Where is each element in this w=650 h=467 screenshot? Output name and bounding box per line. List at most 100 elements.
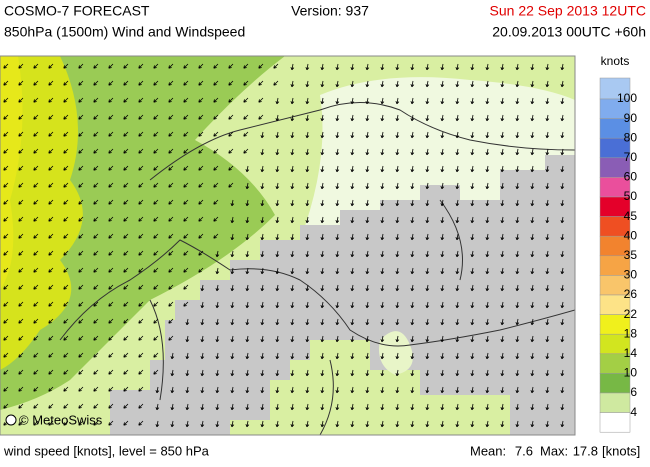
- wind-arrow: [335, 131, 340, 139]
- wind-arrow: [230, 335, 235, 343]
- wind-arrow: [440, 131, 445, 139]
- wind-arrow: [138, 114, 144, 120]
- wind-arrow: [320, 97, 325, 105]
- wind-arrow: [380, 369, 385, 377]
- wind-arrow: [335, 97, 340, 105]
- wind-arrow: [33, 403, 39, 409]
- wind-arrow: [168, 63, 174, 69]
- wind-arrow: [138, 301, 144, 307]
- wind-arrow: [365, 97, 370, 105]
- wind-arrow: [3, 199, 9, 205]
- wind-arrow: [425, 250, 430, 258]
- wind-arrow: [153, 369, 159, 375]
- wind-arrow: [350, 80, 355, 88]
- wind-arrow: [200, 335, 205, 343]
- wind-arrow: [63, 403, 69, 409]
- wind-arrow: [410, 131, 415, 139]
- wind-arrow: [245, 318, 250, 326]
- wind-arrow: [305, 335, 310, 343]
- wind-arrow: [213, 233, 219, 239]
- wind-arrow: [395, 148, 400, 156]
- wind-arrow: [260, 233, 265, 241]
- wind-arrow: [108, 131, 114, 137]
- wind-arrow: [410, 284, 415, 292]
- wind-arrow: [515, 403, 520, 411]
- wind-arrow: [260, 420, 265, 428]
- wind-arrow: [275, 352, 280, 360]
- wind-arrow: [365, 352, 370, 360]
- wind-arrow: [350, 97, 355, 105]
- wind-arrow: [500, 148, 505, 156]
- wind-arrow: [545, 114, 550, 122]
- wind-arrow: [123, 403, 129, 409]
- wind-arrow: [455, 165, 460, 173]
- wind-arrow: [425, 301, 430, 309]
- wind-arrow: [455, 420, 460, 428]
- wind-arrow: [198, 233, 204, 239]
- wind-arrow: [440, 233, 445, 241]
- wind-arrow: [213, 80, 219, 86]
- wind-arrow: [545, 233, 550, 241]
- wind-arrow: [138, 216, 144, 222]
- wind-arrow: [33, 233, 39, 239]
- wind-arrow: [320, 199, 325, 207]
- wind-arrow: [215, 335, 220, 343]
- wind-arrow: [275, 199, 280, 207]
- wind-arrow: [410, 301, 415, 309]
- wind-arrow: [485, 284, 490, 292]
- wind-arrow: [425, 63, 430, 71]
- wind-arrow: [515, 335, 520, 343]
- wind-arrow: [380, 420, 385, 428]
- wind-arrow: [440, 97, 445, 105]
- wind-arrow: [425, 386, 430, 394]
- wind-arrow: [198, 165, 204, 171]
- wind-arrow: [455, 403, 460, 411]
- wind-arrow: [335, 63, 340, 71]
- wind-arrow: [500, 318, 505, 326]
- wind-arrow: [305, 233, 310, 241]
- wind-arrow: [198, 114, 204, 120]
- wind-arrow: [515, 233, 520, 241]
- wind-arrow: [335, 80, 340, 88]
- wind-arrow: [123, 369, 129, 375]
- wind-arrow: [290, 318, 295, 326]
- wind-arrow: [545, 216, 550, 224]
- wind-arrow: [425, 318, 430, 326]
- wind-arrow: [3, 233, 9, 239]
- wind-arrow: [3, 114, 9, 120]
- wind-arrow: [320, 335, 325, 343]
- wind-arrow: [168, 165, 174, 171]
- wind-arrow: [305, 420, 310, 428]
- wind-arrow: [350, 369, 355, 377]
- wind-arrow: [123, 97, 129, 103]
- wind-arrow: [93, 114, 99, 120]
- wind-arrow: [18, 131, 24, 137]
- wind-arrow: [425, 233, 430, 241]
- wind-arrow: [260, 403, 265, 411]
- wind-arrow: [485, 114, 490, 122]
- wind-arrow: [78, 318, 84, 324]
- wind-arrow: [198, 267, 204, 273]
- wind-arrow: [275, 131, 280, 139]
- wind-arrow: [185, 318, 190, 326]
- wind-arrow: [485, 63, 490, 71]
- wind-arrow: [33, 386, 39, 392]
- wind-arrow: [380, 318, 385, 326]
- wind-arrow: [425, 80, 430, 88]
- wind-arrow: [138, 165, 144, 171]
- wind-arrow: [243, 97, 249, 103]
- wind-arrow: [305, 97, 310, 105]
- wind-arrow: [63, 318, 69, 324]
- wind-arrow: [440, 301, 445, 309]
- wind-arrow: [215, 318, 220, 326]
- wind-arrow: [93, 233, 99, 239]
- wind-arrow: [335, 403, 340, 411]
- wind-arrow: [230, 233, 235, 241]
- legend-label: 100: [617, 91, 637, 105]
- wind-arrow: [500, 386, 505, 394]
- wind-arrow: [530, 335, 535, 343]
- wind-arrow: [48, 335, 54, 341]
- wind-arrow: [560, 369, 565, 377]
- wind-arrow: [153, 284, 159, 290]
- wind-arrow: [48, 318, 54, 324]
